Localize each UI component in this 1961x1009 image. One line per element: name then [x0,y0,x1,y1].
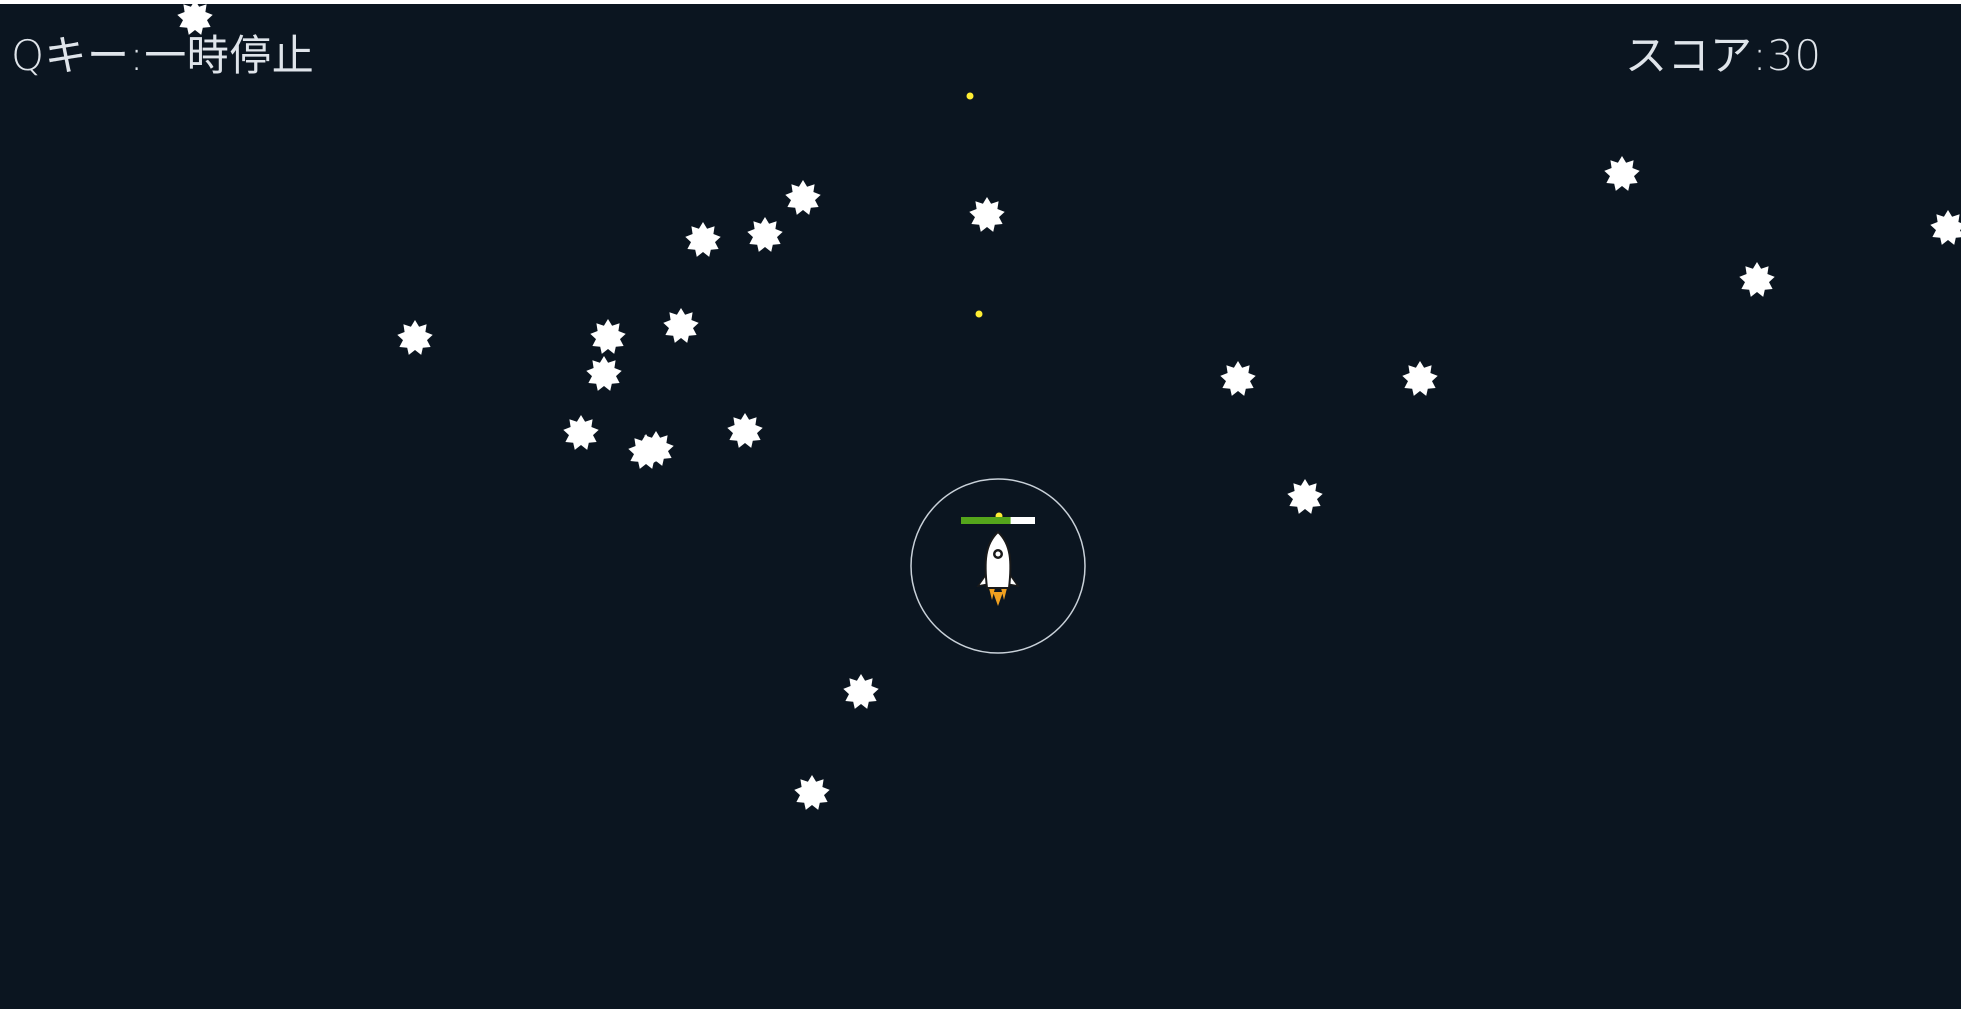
enemy-star-icon [1287,479,1323,514]
enemy-star-icon [969,197,1005,232]
enemy-star-icon [843,674,879,709]
play-field [177,4,1961,810]
enemy-star-icon [1739,262,1775,297]
score-label: スコア:30 [1625,31,1822,80]
shield-ring [910,478,1086,654]
enemy-star-icon [785,180,821,215]
bullet-dot-icon [975,310,983,318]
enemy-group [177,4,1961,810]
enemy-star-icon [1220,361,1256,396]
enemy-star-icon [727,413,763,448]
enemy-star-icon [397,320,433,355]
enemy-star-icon [663,308,699,343]
rocket-icon [976,530,1020,606]
pause-hint-label: Qキー:一時停止 [11,31,315,80]
enemy-star-icon [1402,361,1438,396]
enemy-star-icon [685,222,721,257]
enemy-star-icon [563,415,599,450]
enemy-star-icon [1930,210,1961,245]
health-bar-fill [961,517,1011,524]
game-canvas[interactable]: Qキー:一時停止 スコア:30 [0,4,1961,1009]
enemy-star-icon [590,319,626,354]
enemy-star-icon [747,217,783,252]
bullet-group [966,92,1003,520]
enemy-star-icon [586,356,622,391]
enemy-star-icon [1604,156,1640,191]
bullet-dot-icon [966,92,974,100]
player [910,478,1086,654]
enemy-star-icon [794,775,830,810]
